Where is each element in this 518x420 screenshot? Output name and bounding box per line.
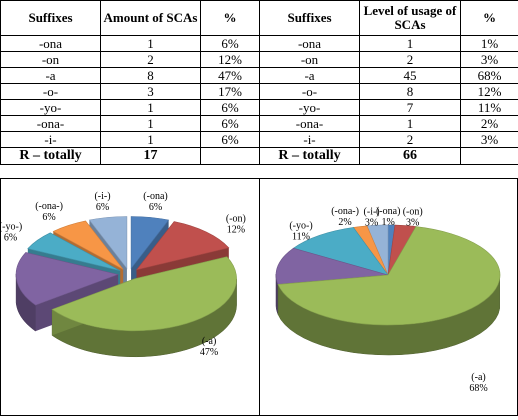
slice-percent-label: 6%: [149, 202, 162, 213]
cell-suffix-right: -on: [260, 52, 360, 68]
cell-percent-right: 1%: [461, 36, 518, 52]
slice-category-label: (-i-): [94, 191, 110, 202]
cell-suffix-left: -i-: [1, 132, 101, 148]
cell-percent-right: 3%: [461, 132, 518, 148]
total-amount: 17: [101, 148, 201, 165]
cell-percent-left: 6%: [201, 116, 260, 132]
cell-percent-left: 6%: [201, 100, 260, 116]
slice-percent-label: 47%: [200, 347, 218, 358]
slice-category-label: (-i-): [364, 206, 380, 217]
total-empty-left: [201, 148, 260, 165]
cell-percent-left: 6%: [201, 36, 260, 52]
total-label-right: R – totally: [260, 148, 360, 165]
cell-percent-right: 12%: [461, 84, 518, 100]
cell-percent-right: 11%: [461, 100, 518, 116]
usage-chart-panel: (-ona)1%(-on)3%(-a)68%(-o-)12%(-yo-)11%(…: [259, 178, 518, 416]
header-suffixes-right: Suffixes: [260, 1, 360, 36]
slice-percent-label: 1%: [382, 217, 395, 228]
cell-usage: 1: [360, 116, 461, 132]
charts-row: (-ona)6%(-on)12%(-a)47%(-o-)17%(-yo-)6%(…: [0, 178, 518, 417]
cell-usage: 1: [360, 36, 461, 52]
cell-suffix-left: -ona: [1, 36, 101, 52]
cell-suffix-right: -yo-: [260, 100, 360, 116]
slice-category-label: (-ona-): [35, 201, 63, 212]
header-percent-left: %: [201, 1, 260, 36]
header-usage: Level of usage of SCAs: [360, 1, 461, 36]
table-total-row: R – totally 17 R – totally 66: [1, 148, 518, 165]
total-label-left: R – totally: [1, 148, 101, 165]
slice-category-label: (-on): [403, 207, 423, 218]
amount-pie-chart: (-ona)6%(-on)12%(-a)47%(-o-)17%(-yo-)6%(…: [1, 179, 259, 415]
table-row: -on 2 12% -on 2 3%: [1, 52, 518, 68]
header-amount: Amount of SCAs: [101, 1, 201, 36]
slice-percent-label: 12%: [227, 224, 245, 235]
cell-usage: 2: [360, 52, 461, 68]
cell-percent-left: 12%: [201, 52, 260, 68]
cell-percent-right: 3%: [461, 52, 518, 68]
slice-percent-label: 6%: [42, 212, 55, 223]
cell-suffix-right: -i-: [260, 132, 360, 148]
cell-suffix-left: -o-: [1, 84, 101, 100]
slice-percent-label: 68%: [469, 383, 487, 394]
cell-suffix-right: -a: [260, 68, 360, 84]
table-header-row: Suffixes Amount of SCAs % Suffixes Level…: [1, 1, 518, 36]
slice-category-label: (-a): [202, 336, 216, 347]
slice-percent-label: 11%: [292, 231, 310, 242]
cell-usage: 8: [360, 84, 461, 100]
table-row: -o- 3 17% -o- 8 12%: [1, 84, 518, 100]
cell-usage: 2: [360, 132, 461, 148]
cell-suffix-left: -on: [1, 52, 101, 68]
slice-percent-label: 6%: [96, 202, 109, 213]
cell-amount: 1: [101, 36, 201, 52]
cell-amount: 1: [101, 132, 201, 148]
cell-amount: 1: [101, 100, 201, 116]
table-row: -i- 1 6% -i- 2 3%: [1, 132, 518, 148]
slice-percent-label: 2%: [338, 217, 351, 228]
cell-suffix-left: -ona-: [1, 116, 101, 132]
header-percent-right: %: [461, 1, 518, 36]
cell-usage: 7: [360, 100, 461, 116]
slice-percent-label: 3%: [406, 218, 419, 229]
slice-category-label: (-on): [226, 213, 246, 224]
header-suffixes-left: Suffixes: [1, 1, 101, 36]
slice-category-label: (-yo-): [1, 222, 22, 233]
cell-amount: 8: [101, 68, 201, 84]
cell-suffix-right: -ona-: [260, 116, 360, 132]
table-row: -a 8 47% -a 45 68%: [1, 68, 518, 84]
slice-category-label: (-ona): [143, 191, 167, 202]
cell-suffix-right: -o-: [260, 84, 360, 100]
cell-usage: 45: [360, 68, 461, 84]
table-row: -ona 1 6% -ona 1 1%: [1, 36, 518, 52]
amount-chart-panel: (-ona)6%(-on)12%(-a)47%(-o-)17%(-yo-)6%(…: [0, 178, 260, 416]
table-row: -yo- 1 6% -yo- 7 11%: [1, 100, 518, 116]
cell-percent-right: 2%: [461, 116, 518, 132]
cell-suffix-left: -a: [1, 68, 101, 84]
cell-amount: 1: [101, 116, 201, 132]
cell-amount: 2: [101, 52, 201, 68]
total-usage: 66: [360, 148, 461, 165]
slice-percent-label: 3%: [365, 217, 378, 228]
suffix-statistics-table: Suffixes Amount of SCAs % Suffixes Level…: [0, 0, 518, 165]
usage-pie-chart: (-ona)1%(-on)3%(-a)68%(-o-)12%(-yo-)11%(…: [260, 179, 517, 415]
cell-percent-left: 17%: [201, 84, 260, 100]
cell-percent-right: 68%: [461, 68, 518, 84]
cell-percent-left: 6%: [201, 132, 260, 148]
table-row: -ona- 1 6% -ona- 1 2%: [1, 116, 518, 132]
cell-amount: 3: [101, 84, 201, 100]
slice-category-label: (-yo-): [289, 220, 312, 231]
cell-suffix-left: -yo-: [1, 100, 101, 116]
slice-percent-label: 6%: [4, 233, 17, 244]
slice-category-label: (-ona-): [331, 206, 359, 217]
cell-percent-left: 47%: [201, 68, 260, 84]
slice-category-label: (-a): [471, 372, 485, 383]
total-empty-right: [461, 148, 518, 165]
cell-suffix-right: -ona: [260, 36, 360, 52]
